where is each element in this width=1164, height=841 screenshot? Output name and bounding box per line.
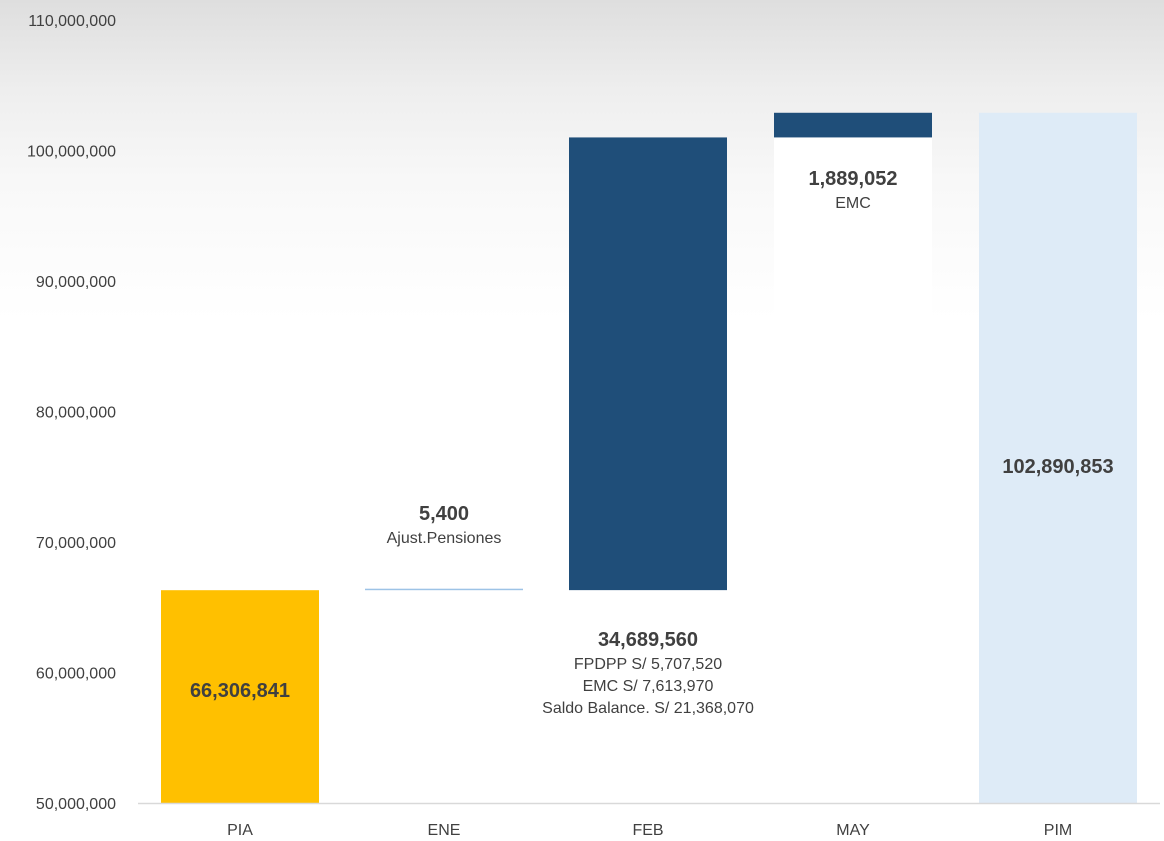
bar-ene bbox=[365, 588, 523, 591]
y-tick-label: 100,000,000 bbox=[27, 144, 116, 161]
y-tick-label: 110,000,000 bbox=[28, 13, 116, 30]
x-tick-label-feb: FEB bbox=[632, 822, 663, 839]
data-label-ene: 5,400 bbox=[419, 503, 469, 525]
annotation-may-1: EMC bbox=[835, 195, 871, 212]
data-label-pim: 102,890,853 bbox=[1002, 456, 1113, 478]
annotation-feb-1: FPDPP S/ 5,707,520 bbox=[574, 656, 722, 673]
bar-feb bbox=[569, 137, 727, 591]
y-tick-label: 90,000,000 bbox=[36, 274, 116, 291]
bar-pim bbox=[979, 112, 1137, 804]
x-tick-label-pim: PIM bbox=[1044, 822, 1072, 839]
label-box-ene bbox=[365, 462, 523, 589]
y-tick-label: 80,000,000 bbox=[36, 405, 116, 422]
data-label-pia: 66,306,841 bbox=[190, 680, 290, 702]
annotation-ene-1: Ajust.Pensiones bbox=[387, 530, 502, 547]
bar-pia bbox=[161, 590, 319, 803]
y-tick-label: 60,000,000 bbox=[36, 666, 116, 683]
x-tick-label-may: MAY bbox=[836, 822, 870, 839]
label-box-may bbox=[774, 137, 932, 337]
y-tick-label: 70,000,000 bbox=[36, 535, 116, 552]
annotation-feb-3: Saldo Balance. S/ 21,368,070 bbox=[542, 700, 754, 717]
data-label-may: 1,889,052 bbox=[809, 168, 898, 190]
y-tick-label: 50,000,000 bbox=[36, 796, 116, 813]
x-tick-label-pia: PIA bbox=[227, 822, 253, 839]
x-tick-label-ene: ENE bbox=[428, 822, 461, 839]
annotation-feb-2: EMC S/ 7,613,970 bbox=[583, 678, 714, 695]
bar-may bbox=[774, 112, 932, 138]
data-label-feb: 34,689,560 bbox=[598, 629, 698, 651]
